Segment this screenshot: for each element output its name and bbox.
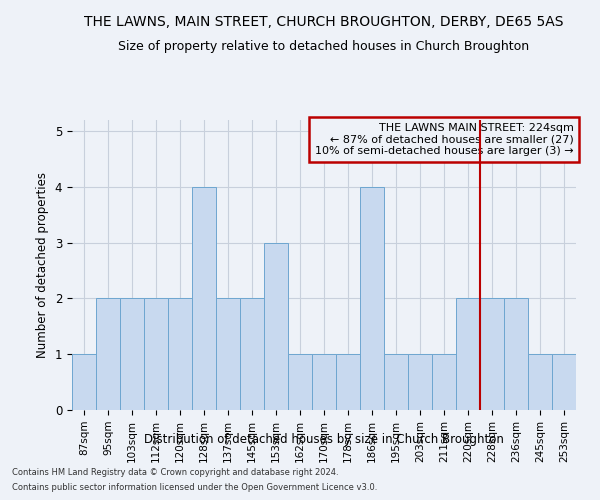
Bar <box>312 354 336 410</box>
Bar <box>264 242 288 410</box>
Text: Distribution of detached houses by size in Church Broughton: Distribution of detached houses by size … <box>144 434 504 446</box>
Bar <box>480 298 504 410</box>
Bar <box>96 298 120 410</box>
Bar <box>288 354 312 410</box>
Bar <box>408 354 432 410</box>
Bar <box>72 354 96 410</box>
Bar <box>168 298 192 410</box>
Text: THE LAWNS MAIN STREET: 224sqm
← 87% of detached houses are smaller (27)
10% of s: THE LAWNS MAIN STREET: 224sqm ← 87% of d… <box>315 123 574 156</box>
Bar <box>192 187 216 410</box>
Bar <box>144 298 168 410</box>
Bar <box>552 354 576 410</box>
Text: Contains public sector information licensed under the Open Government Licence v3: Contains public sector information licen… <box>12 483 377 492</box>
Bar <box>504 298 528 410</box>
Bar <box>216 298 240 410</box>
Bar <box>528 354 552 410</box>
Text: Contains HM Land Registry data © Crown copyright and database right 2024.: Contains HM Land Registry data © Crown c… <box>12 468 338 477</box>
Bar <box>432 354 456 410</box>
Bar <box>384 354 408 410</box>
Bar <box>360 187 384 410</box>
Bar <box>120 298 144 410</box>
Y-axis label: Number of detached properties: Number of detached properties <box>36 172 49 358</box>
Bar <box>336 354 360 410</box>
Text: Size of property relative to detached houses in Church Broughton: Size of property relative to detached ho… <box>118 40 530 53</box>
Bar <box>240 298 264 410</box>
Bar <box>456 298 480 410</box>
Text: THE LAWNS, MAIN STREET, CHURCH BROUGHTON, DERBY, DE65 5AS: THE LAWNS, MAIN STREET, CHURCH BROUGHTON… <box>84 15 564 29</box>
